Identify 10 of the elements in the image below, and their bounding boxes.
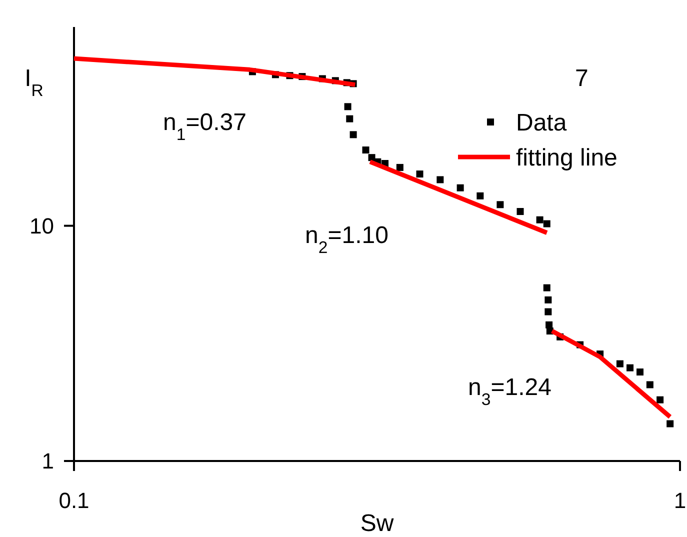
legend-label: Data bbox=[516, 109, 568, 136]
y-tick-label: 10 bbox=[30, 213, 54, 238]
annotation: 7 bbox=[575, 65, 588, 92]
annotation: n$_{3}$=1.24 bbox=[468, 374, 552, 408]
annotation: n$_{2}$=1.10 bbox=[305, 222, 388, 256]
x-tick-label: 0.1 bbox=[58, 488, 90, 513]
y-axis-title: I$_{R}$ bbox=[24, 65, 44, 100]
annotation: n$_{1}$=0.37 bbox=[163, 109, 246, 144]
x-axis-title: Sw bbox=[360, 510, 394, 537]
legend-label: fitting line bbox=[516, 144, 618, 172]
